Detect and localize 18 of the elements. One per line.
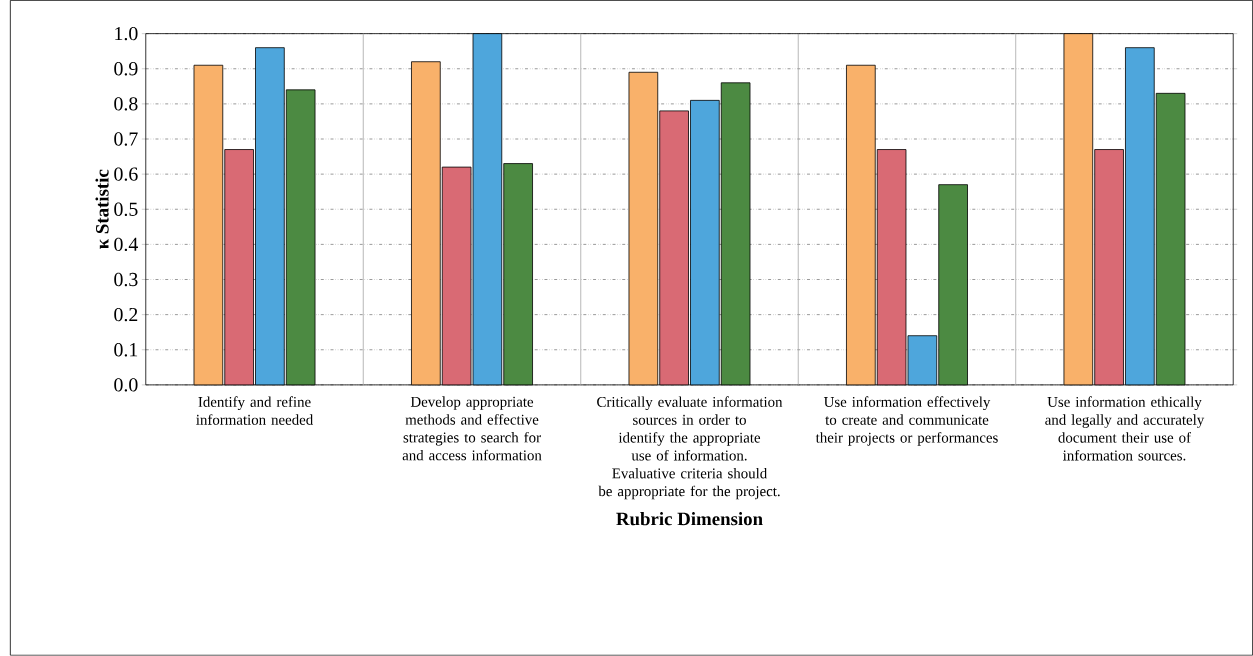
y-tick-label: 0.1 (114, 343, 138, 357)
y-tick-label: 0.7 (114, 132, 138, 146)
y-tick-label: 0.4 (114, 237, 138, 252)
y-tick-label: 0.2 (114, 308, 138, 322)
y-tick-label: 1.0 (115, 27, 138, 41)
x-axis-title: Rubric Dimension (616, 512, 763, 526)
x-tick-label: Use information effectively to create and communicate their projects or performances (815, 396, 998, 446)
y-tick-label: 0.9 (114, 62, 138, 76)
y-tick-label: 0.8 (114, 97, 138, 111)
y-tick-label: 0.6 (114, 167, 138, 182)
y-axis-title: κ Statistic (95, 169, 109, 250)
y-tick-label: 0.3 (114, 272, 138, 287)
y-tick-label: 0.5 (114, 202, 138, 217)
x-tick-label: Identify and refine information needed (196, 396, 314, 425)
x-tick-label: Use information ethically and legally and accurately document their use of information sources. (1045, 396, 1205, 461)
x-tick-label: Develop appropriate methods and effective strategies to search for and access information (402, 396, 542, 461)
y-tick-label: 0.0 (114, 378, 138, 392)
x-tick-label: Critically evaluate information sources in order to identify the appropriate use of information. Evaluative criteria should be appropriate for the project. (597, 396, 783, 500)
